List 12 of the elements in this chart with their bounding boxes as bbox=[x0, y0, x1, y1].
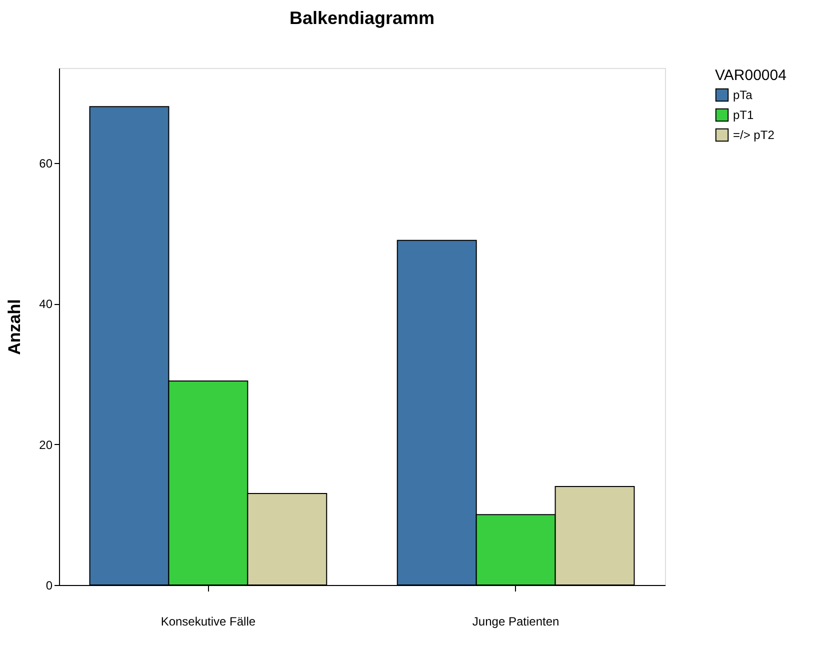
legend-label: =/> pT2 bbox=[733, 128, 775, 142]
x-tick-label: Junge Patienten bbox=[472, 614, 560, 628]
y-tick-label: 0 bbox=[46, 578, 53, 592]
y-axis-title: Anzahl bbox=[5, 299, 24, 355]
legend-title: VAR00004 bbox=[715, 67, 786, 84]
y-tick-label: 20 bbox=[39, 438, 53, 452]
x-tick-label: Konsekutive Fälle bbox=[160, 614, 256, 628]
legend-label: pT1 bbox=[733, 108, 754, 122]
y-tick-label: 60 bbox=[39, 156, 53, 170]
chart-title: Balkendiagramm bbox=[289, 8, 435, 28]
legend-label: pTa bbox=[733, 88, 753, 102]
y-tick-label: 40 bbox=[39, 297, 53, 312]
